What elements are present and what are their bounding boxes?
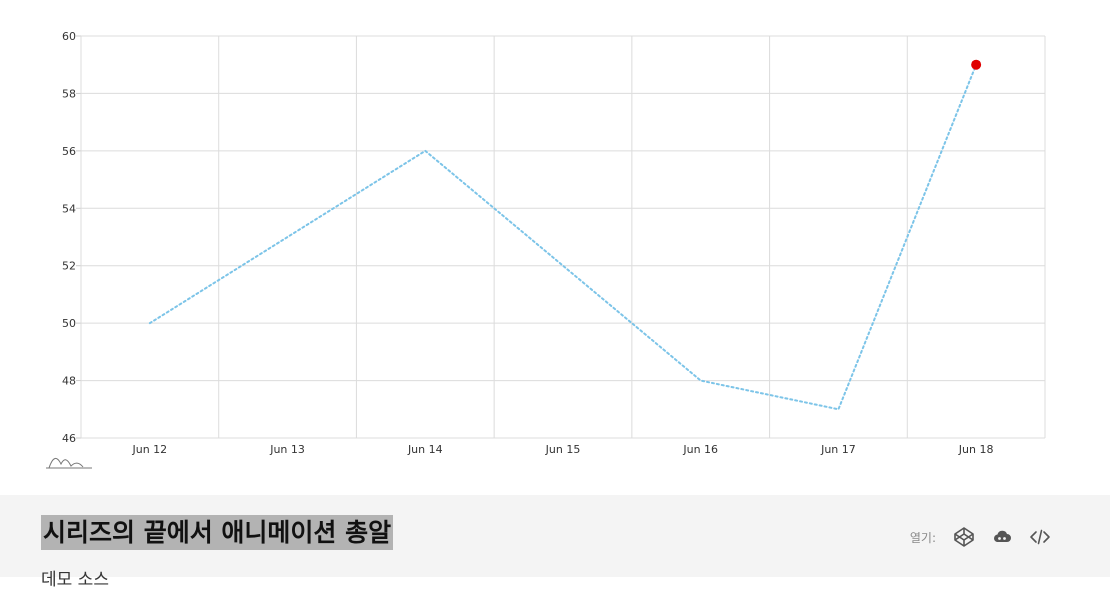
y-tick-label: 46	[62, 432, 76, 445]
cloud-icon[interactable]	[990, 525, 1014, 549]
demo-source-link[interactable]: 데모 소스	[41, 570, 109, 590]
chart-container: 60 58 56 54 52 50 48 46 Jun 12 Jun 13 Jun 14 Jun 15…	[45, 30, 1046, 470]
x-tick-label: Jun 15	[545, 443, 581, 456]
x-tick-label: Jun 16	[682, 443, 718, 456]
y-tick-label: 50	[62, 317, 76, 330]
series-line	[148, 63, 978, 411]
y-tick-label: 56	[62, 145, 76, 158]
x-tick-label: Jun 18	[958, 443, 994, 456]
codepen-icon[interactable]	[952, 525, 976, 549]
line-chart: 60 58 56 54 52 50 48 46 Jun 12 Jun 13 Jun 14 Jun 15…	[62, 30, 1046, 456]
x-tick-label: Jun 13	[269, 443, 305, 456]
x-tick-label: Jun 12	[132, 443, 168, 456]
y-tick-label: 48	[62, 375, 76, 388]
open-label: 열기:	[909, 530, 936, 545]
y-tick-label: 60	[62, 30, 76, 43]
x-tick-label: Jun 14	[407, 443, 443, 456]
series-end-marker	[971, 59, 982, 70]
y-tick-label: 52	[62, 260, 76, 273]
y-tick-label: 58	[62, 87, 76, 100]
demo-title: 시리즈의 끝에서 애니메이션 총알	[41, 515, 394, 550]
minimap-icon[interactable]	[45, 454, 93, 470]
y-tick-label: 54	[62, 202, 76, 215]
demo-footer: 시리즈의 끝에서 애니메이션 총알 데모 소스 열기:	[0, 495, 1110, 590]
x-tick-label: Jun 17	[820, 443, 856, 456]
open-in-bar: 열기:	[910, 525, 1052, 549]
code-icon[interactable]	[1028, 525, 1052, 549]
